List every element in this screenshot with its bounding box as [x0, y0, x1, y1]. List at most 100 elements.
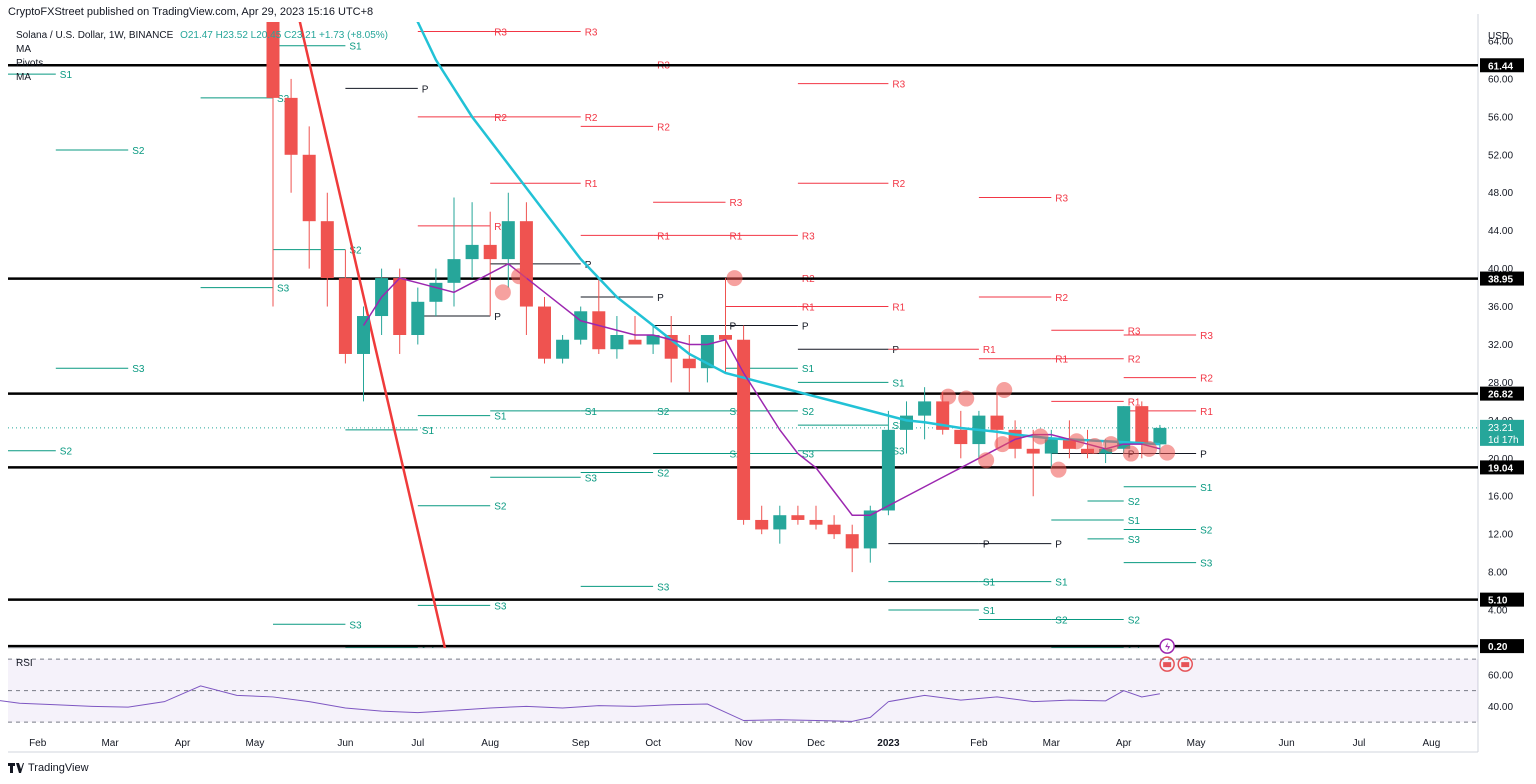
pivot-label: P: [730, 322, 737, 333]
candle-body: [1117, 406, 1131, 449]
footer-brand[interactable]: TradingView: [8, 762, 89, 774]
x-tick-label: Nov: [735, 738, 753, 749]
pivot-label: S3: [494, 601, 507, 612]
x-tick-label: Mar: [101, 738, 119, 749]
level-price-tag: [1480, 592, 1524, 607]
symbol-legend: Solana / U.S. Dollar, 1W, BINANCE O21.47…: [16, 30, 388, 41]
y-tick-label: 20.00: [1488, 454, 1513, 465]
pivot-label: R3: [1055, 193, 1068, 204]
candle-body: [357, 316, 370, 354]
touch-marker: [994, 436, 1011, 453]
pivot-label: S3: [657, 582, 670, 593]
pivot-label: S1: [983, 578, 996, 589]
us-flag-icon: [1181, 662, 1190, 668]
pivot-label: S2: [494, 502, 507, 513]
level-price-tag: [1480, 271, 1524, 286]
pivot-label: S2: [892, 421, 905, 432]
touch-marker: [1068, 433, 1085, 450]
touch-marker: [1086, 437, 1103, 454]
x-tick-label: May: [245, 738, 264, 749]
level-price-label: 19.04: [1488, 463, 1513, 474]
candle-body: [900, 415, 913, 430]
ma-fast-line: [362, 262, 1161, 516]
candle-body: [809, 519, 823, 525]
touch-marker: [940, 388, 957, 405]
level-price-tag: [1480, 639, 1524, 654]
x-tick-label: May: [1187, 738, 1206, 749]
x-tick-label: Jun: [1279, 738, 1295, 749]
pivot-label: S2: [60, 447, 73, 458]
touch-marker: [1159, 444, 1176, 461]
pivot-label: R3: [892, 80, 905, 91]
x-tick-label: Feb: [970, 738, 988, 749]
pivot-label: R1: [494, 222, 507, 233]
level-price-label: 0.20: [1488, 642, 1508, 653]
pivot-label: S1: [1055, 578, 1068, 589]
pivot-label: S2: [730, 450, 743, 461]
candle-body: [1099, 448, 1113, 454]
pivot-label: S2: [802, 407, 815, 418]
pivot-label: P: [657, 293, 664, 304]
y-tick-label: 64.00: [1488, 36, 1513, 47]
y-tick-label: 28.00: [1488, 378, 1513, 389]
candle-body: [845, 534, 859, 549]
pivot-label: S1: [1200, 483, 1213, 494]
level-price-tag: [1480, 386, 1524, 401]
x-tick-label: Jul: [1353, 738, 1366, 749]
pivot-label: R2: [657, 122, 670, 133]
candle-body: [483, 244, 497, 260]
pivot-label: S1: [60, 70, 73, 81]
pivot-label: S1: [1128, 516, 1141, 527]
x-tick-label: 2023: [877, 738, 900, 749]
y-tick-label: 4.00: [1488, 606, 1508, 617]
pivot-label: R3: [585, 27, 598, 38]
pivot-label: R1: [802, 303, 815, 314]
lightning-bolt-icon: [1165, 642, 1171, 652]
pivot-label: S3: [349, 620, 362, 631]
candle-body: [773, 515, 787, 530]
touch-marker: [978, 452, 995, 469]
touch-marker: [494, 284, 511, 301]
pivot-label: R1: [730, 231, 743, 242]
x-tick-label: Apr: [175, 738, 191, 749]
candle-body: [1026, 448, 1040, 454]
pivot-label: P: [1055, 540, 1062, 551]
y-tick-label: 16.00: [1488, 492, 1513, 503]
touch-marker: [726, 270, 743, 287]
pivot-label: P: [422, 84, 429, 95]
candle-body: [556, 339, 570, 359]
indicator-ma-1[interactable]: MA: [16, 44, 31, 55]
indicator-pivots[interactable]: Pivots: [16, 58, 44, 69]
candle-body: [791, 515, 805, 520]
pivot-label: R2: [585, 113, 598, 124]
x-tick-label: Oct: [645, 738, 661, 749]
x-tick-label: Aug: [1423, 738, 1441, 749]
candle-body: [755, 519, 769, 530]
candle-body: [429, 282, 443, 302]
current-price-tag: [1480, 419, 1524, 446]
candle-body: [610, 335, 624, 350]
ohlc-values: O21.47 H23.52 L20.45 C23.21 +1.73 (+8.05…: [180, 30, 388, 41]
touch-marker: [996, 382, 1013, 399]
pivot-label: S1: [983, 606, 996, 617]
candle-body: [1044, 439, 1058, 454]
y-tick-label: 40.00: [1488, 264, 1513, 275]
candle-body: [302, 154, 316, 222]
candle-body: [737, 339, 751, 520]
pivot-label: S3: [277, 284, 290, 295]
y-tick-label: 48.00: [1488, 188, 1513, 199]
level-price-tag: [1480, 58, 1524, 73]
pivot-label: S2: [1128, 497, 1141, 508]
candle-body: [918, 401, 932, 416]
x-tick-label: Jun: [337, 738, 353, 749]
candle-body: [538, 306, 551, 359]
pivot-label: S2: [277, 94, 290, 105]
indicator-ma-2[interactable]: MA: [16, 72, 31, 83]
pivot-label: S2: [1128, 616, 1141, 627]
level-price-label: 38.95: [1488, 275, 1513, 286]
candle-body: [646, 335, 660, 345]
level-price-tag: [1480, 460, 1524, 475]
x-tick-label: Jul: [411, 738, 424, 749]
candle-body: [338, 278, 352, 354]
